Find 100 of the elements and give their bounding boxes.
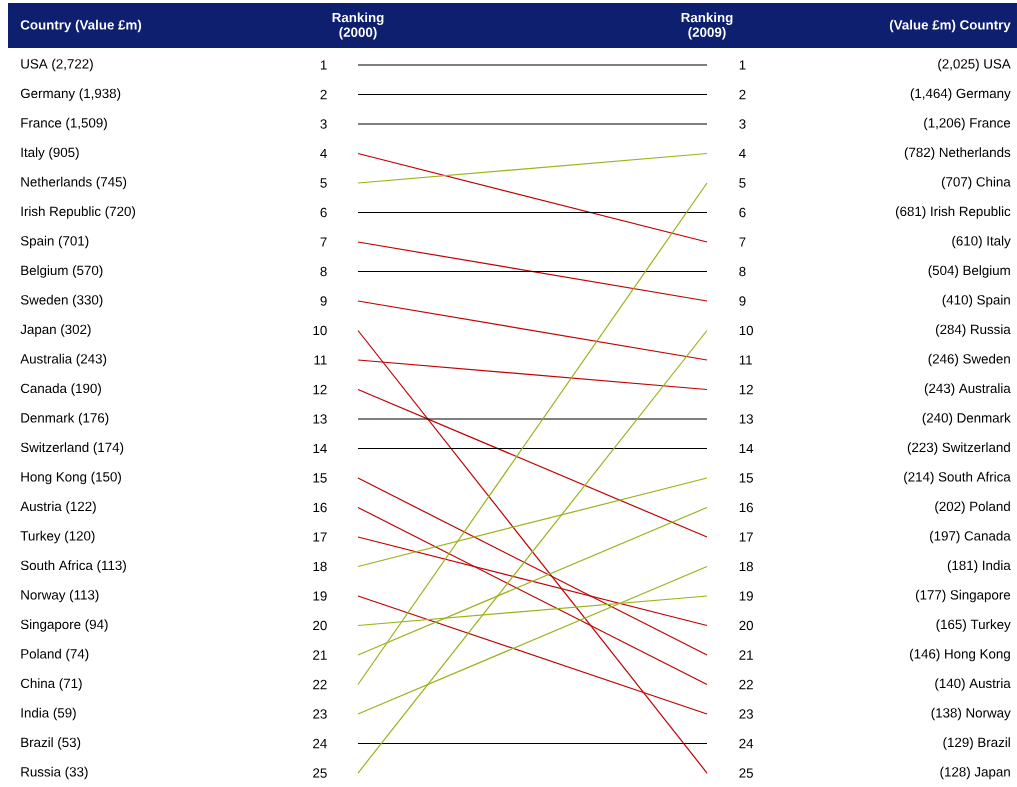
text: (240) Denmark bbox=[922, 412, 1011, 426]
text: (1,464) Germany bbox=[910, 88, 1011, 101]
y2-tick-label: 12 bbox=[739, 384, 753, 395]
text: Russia (33) bbox=[21, 766, 88, 780]
y-tick-label: 21 bbox=[313, 650, 327, 660]
y2-tick-label: 11 bbox=[739, 355, 752, 365]
y-tick-label: 14 bbox=[313, 443, 327, 454]
y-tick-label: 23 bbox=[313, 709, 327, 719]
y2-tick-label: 1 bbox=[739, 60, 746, 70]
y2-tick-label: 2 bbox=[739, 89, 746, 100]
text: USA (2,722) bbox=[21, 58, 93, 72]
y-tick-label: 6 bbox=[320, 207, 327, 218]
text: Sweden (330) bbox=[20, 294, 103, 308]
text: (246) Sweden bbox=[928, 353, 1010, 367]
y2-tick-label: 16 bbox=[739, 502, 753, 513]
text: India (59) bbox=[21, 707, 76, 721]
text: Singapore (94) bbox=[20, 619, 108, 632]
y-tick-label: 17 bbox=[313, 532, 327, 542]
y2-tick-label: 15 bbox=[739, 473, 753, 483]
text: (707) China bbox=[941, 176, 1011, 190]
text: Japan (302) bbox=[20, 324, 91, 337]
y-tick-label: 16 bbox=[313, 502, 327, 513]
text: (181) India bbox=[947, 560, 1011, 573]
y2-tick-label: 6 bbox=[739, 207, 746, 218]
y-tick-label: 19 bbox=[313, 591, 327, 601]
text: Brazil (53) bbox=[21, 737, 81, 750]
y2-tick-label: 14 bbox=[739, 443, 754, 454]
y2-tick-label: 22 bbox=[739, 679, 753, 690]
y-tick-label: 18 bbox=[313, 561, 327, 572]
x-tick-label: Ranking (2009) bbox=[681, 12, 733, 40]
text: (197) Canada bbox=[930, 530, 1011, 544]
y2-tick-label: 9 bbox=[739, 296, 746, 306]
text: (138) Norway bbox=[931, 707, 1011, 721]
y2-tick-label: 13 bbox=[739, 414, 753, 424]
text: (177) Singapore bbox=[915, 589, 1011, 603]
y2-tick-label: 4 bbox=[739, 148, 746, 159]
text: (146) Hong Kong bbox=[910, 648, 1010, 662]
y2-tick-label: 25 bbox=[739, 768, 753, 778]
text: Belgium (570) bbox=[21, 265, 103, 278]
text: Irish Republic (720) bbox=[21, 206, 136, 219]
y-tick-label: 3 bbox=[320, 119, 327, 129]
y-tick-label: 20 bbox=[313, 620, 327, 631]
text: (504) Belgium bbox=[928, 265, 1010, 278]
text: Austria (122) bbox=[20, 501, 96, 514]
y-tick-label: 12 bbox=[313, 384, 327, 395]
y2-tick-label: 17 bbox=[739, 532, 753, 542]
y-tick-label: 8 bbox=[320, 266, 327, 277]
text: South Africa (113) bbox=[20, 560, 126, 573]
text: (129) Brazil bbox=[943, 737, 1010, 750]
y-tick-label: 1 bbox=[320, 60, 327, 70]
y-tick-label: 7 bbox=[320, 237, 327, 247]
text: (214) South Africa bbox=[904, 471, 1011, 485]
text: (202) Poland bbox=[935, 501, 1010, 514]
y-tick-label: 13 bbox=[313, 414, 327, 424]
text: Germany (1,938) bbox=[20, 88, 121, 101]
text: (223) Switzerland bbox=[907, 442, 1010, 455]
text: (128) Japan bbox=[940, 766, 1010, 780]
text: Turkey (120) bbox=[20, 530, 95, 544]
x-tick-label: Ranking (2000) bbox=[332, 12, 384, 40]
y2-tick-label: 21 bbox=[739, 650, 753, 660]
y2-tick-label: 23 bbox=[739, 709, 753, 719]
y-tick-label: 2 bbox=[320, 89, 327, 100]
y-tick-label: 22 bbox=[313, 679, 327, 690]
text: (410) Spain bbox=[942, 294, 1010, 308]
y2-tick-label: 7 bbox=[739, 237, 746, 247]
y-tick-label: 25 bbox=[313, 768, 327, 778]
text: Switzerland (174) bbox=[20, 442, 124, 455]
y2-tick-label: 24 bbox=[739, 738, 754, 749]
y-tick-label: 4 bbox=[320, 148, 327, 159]
y2-tick-label: 18 bbox=[739, 561, 753, 572]
y2-tick-label: 10 bbox=[739, 325, 754, 336]
text: Denmark (176) bbox=[21, 412, 109, 426]
y-tick-label: 9 bbox=[320, 296, 327, 306]
text: China (71) bbox=[20, 678, 82, 691]
text: (Value £m) Country bbox=[889, 19, 1011, 33]
text: France (1,509) bbox=[21, 117, 107, 131]
text: (1,206) France bbox=[924, 117, 1011, 131]
text: (284) Russia bbox=[935, 324, 1011, 337]
text: Spain (701) bbox=[20, 235, 89, 249]
y2-tick-label: 3 bbox=[739, 119, 746, 129]
y-tick-label: 15 bbox=[313, 473, 327, 483]
text: Norway (113) bbox=[21, 589, 99, 603]
text: Hong Kong (150) bbox=[21, 471, 121, 485]
text: Italy (905) bbox=[21, 147, 79, 160]
text: (165) Turkey bbox=[936, 619, 1011, 632]
text: Canada (190) bbox=[20, 383, 101, 396]
y-tick-label: 24 bbox=[313, 738, 327, 749]
text: (782) Netherlands bbox=[904, 147, 1011, 160]
y-tick-label: 10 bbox=[313, 325, 327, 336]
text: (610) Italy bbox=[952, 235, 1011, 249]
text: (243) Australia bbox=[924, 383, 1011, 396]
y2-tick-label: 19 bbox=[739, 591, 753, 601]
y2-tick-label: 5 bbox=[739, 178, 746, 188]
y2-tick-label: 8 bbox=[739, 266, 746, 277]
text: (140) Austria bbox=[935, 678, 1011, 691]
text: Australia (243) bbox=[20, 353, 107, 367]
y2-tick-label: 20 bbox=[739, 620, 754, 631]
text: Netherlands (745) bbox=[21, 176, 127, 190]
y-tick-label: 11 bbox=[314, 355, 327, 365]
text: Country (Value £m) bbox=[20, 19, 142, 33]
